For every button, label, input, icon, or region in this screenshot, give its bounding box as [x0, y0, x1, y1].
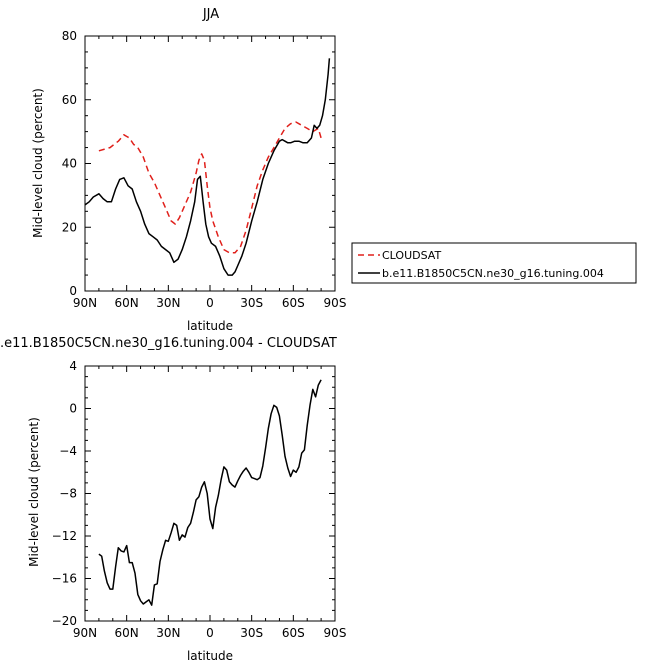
- x-tick-label: 60N: [115, 626, 139, 640]
- legend-label: b.e11.B1850C5CN.ne30_g16.tuning.004: [382, 267, 604, 280]
- y-tick-label: −12: [52, 529, 77, 543]
- y-axis-label: Mid-level cloud (percent): [27, 417, 41, 567]
- plot-frame: [84, 365, 336, 622]
- x-axis-label: latitude: [187, 649, 233, 663]
- y-tick-label: 4: [69, 359, 77, 373]
- x-axis-label: latitude: [187, 319, 233, 333]
- series-line-cloudsat: [98, 121, 322, 254]
- y-tick-label: 40: [62, 157, 77, 171]
- x-tick-label: 90S: [324, 626, 347, 640]
- x-tick-label: 60N: [115, 296, 139, 310]
- x-tick-label: 0: [206, 626, 214, 640]
- x-tick-label: 90N: [73, 296, 97, 310]
- x-tick-label: 30N: [156, 626, 180, 640]
- y-tick-label: −20: [52, 614, 77, 628]
- chart-title: JJA: [202, 7, 219, 22]
- y-tick-label: 60: [62, 93, 77, 107]
- series-line-difference: [98, 379, 322, 606]
- plot-frame: [84, 35, 336, 292]
- x-tick-label: 30S: [240, 626, 263, 640]
- chart-panel-1: 90N 60N 30N 0 30S 60S 90S 0 20 40 60 80 JJA latitude M…: [31, 7, 637, 333]
- y-tick-label: 20: [62, 220, 77, 234]
- x-tick-label: 30S: [240, 296, 263, 310]
- x-tick-label: 30N: [156, 296, 180, 310]
- legend-label: CLOUDSAT: [382, 249, 441, 262]
- y-axis-label: Mid-level cloud (percent): [31, 88, 45, 238]
- x-tick-label: 90S: [324, 296, 347, 310]
- y-tick-label: 0: [69, 284, 77, 298]
- x-tick-label: 90N: [73, 626, 97, 640]
- y-tick-label: −4: [59, 444, 77, 458]
- y-tick-label: 80: [62, 29, 77, 43]
- legend-box: [351, 242, 637, 284]
- chart-panel-2: 90N 60N 30N 0 30S 60S 90S −20 −16 −12 −8 −4 0 4 .e11.B…: [0, 336, 346, 663]
- x-tick-label: 60S: [282, 296, 305, 310]
- y-tick-label: −16: [52, 572, 77, 586]
- y-tick-label: −8: [59, 487, 77, 501]
- series-line-b-e11-b1850c5cn-ne30-g16-tuning-004: [84, 58, 331, 276]
- x-tick-label: 60S: [282, 626, 305, 640]
- chart-title: .e11.B1850C5CN.ne30_g16.tuning.004 - CLO…: [0, 336, 337, 351]
- legend: CLOUDSAT b.e11.B1850C5CN.ne30_g16.tuning.…: [351, 242, 637, 284]
- x-tick-label: 0: [206, 296, 214, 310]
- y-tick-label: 0: [69, 402, 77, 416]
